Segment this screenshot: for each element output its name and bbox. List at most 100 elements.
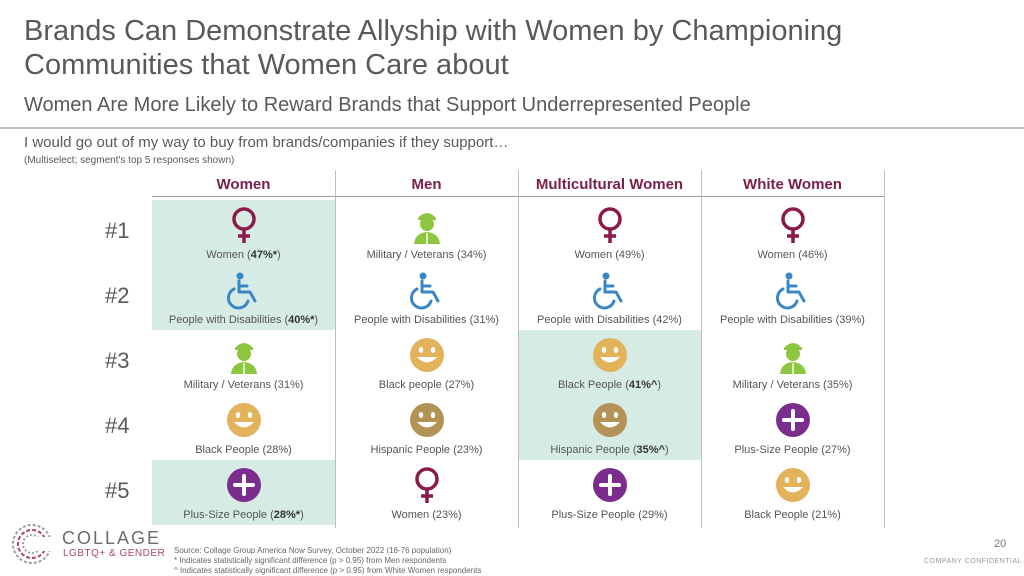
response-text: Black People (28%) — [195, 444, 292, 456]
significant-value: 41%^ — [628, 379, 658, 391]
response-text: Women ( — [206, 249, 251, 261]
response-label: Plus-Size People (28%*) — [152, 508, 335, 522]
source-line: ^ Indicates statistically significant di… — [174, 566, 482, 575]
response-text: Plus-Size People (27%) — [734, 444, 851, 456]
confidential-label: COMPANY CONFIDENTIAL — [924, 558, 1023, 565]
response-label: People with Disabilities (40%*) — [152, 313, 335, 327]
response-label: Black People (41%^) — [518, 378, 701, 392]
response-text: Black people (27%) — [378, 379, 475, 391]
response-text: Black People ( — [557, 379, 629, 391]
significant-value: 28%* — [273, 509, 301, 521]
response-cell: Women (23%) — [335, 460, 518, 525]
response-cell: Black people (27%) — [335, 330, 518, 395]
significant-value: 40%* — [288, 314, 315, 326]
rank-label: #1 — [105, 218, 130, 243]
column-header: Multicultural Women — [535, 176, 684, 193]
female-symbol-icon — [701, 206, 884, 244]
plus-icon — [518, 466, 701, 504]
column-divider — [701, 170, 702, 528]
response-text: Black People (21%) — [744, 509, 841, 521]
soldier-icon — [335, 206, 518, 244]
response-text: Women (49%) — [574, 249, 645, 261]
response-label: Women (23%) — [335, 508, 518, 522]
response-text: Hispanic People ( — [550, 444, 637, 456]
title-divider — [0, 127, 1024, 129]
response-text: Women (46%) — [757, 249, 828, 261]
response-text-end: ) — [665, 444, 669, 456]
response-text: People with Disabilities (42%) — [537, 314, 682, 326]
response-text: Military / Veterans (35%) — [732, 379, 853, 391]
response-text: Plus-Size People ( — [183, 509, 274, 521]
response-text: Military / Veterans (34%) — [366, 249, 487, 261]
response-label: People with Disabilities (31%) — [335, 313, 518, 327]
response-label: Hispanic People (35%^) — [518, 443, 701, 457]
response-cell: Women (49%) — [518, 200, 701, 265]
response-text-end: ) — [277, 249, 281, 261]
response-text: People with Disabilities ( — [168, 314, 289, 326]
response-text-end: ) — [300, 509, 304, 521]
response-label: Black people (27%) — [335, 378, 518, 392]
response-cell: People with Disabilities (42%) — [518, 265, 701, 330]
response-cell: Black People (28%) — [152, 395, 335, 460]
response-cell: Plus-Size People (27%) — [701, 395, 884, 460]
wheelchair-icon — [701, 271, 884, 310]
rank-label: #3 — [105, 348, 130, 373]
response-text: Hispanic People (23%) — [370, 444, 483, 456]
response-text: People with Disabilities (39%) — [720, 314, 865, 326]
column-divider — [884, 170, 885, 528]
response-label: Military / Veterans (31%) — [152, 378, 335, 392]
response-label: Black People (28%) — [152, 443, 335, 457]
plus-icon — [152, 466, 335, 504]
response-cell: Plus-Size People (29%) — [518, 460, 701, 525]
response-cell: People with Disabilities (40%*) — [152, 265, 335, 330]
page-title: Brands Can Demonstrate Allyship with Wom… — [24, 15, 843, 81]
significant-value: 35%^ — [636, 444, 665, 456]
response-text: People with Disabilities (31%) — [354, 314, 499, 326]
response-cell: Hispanic People (35%^) — [518, 395, 701, 460]
wheelchair-icon — [518, 271, 701, 310]
page-number: 20 — [994, 538, 1007, 550]
smiley-dark-icon — [518, 401, 701, 439]
response-cell: Hispanic People (23%) — [335, 395, 518, 460]
response-label: Black People (21%) — [701, 508, 884, 522]
smiley-light-icon — [518, 336, 701, 374]
response-label: Women (46%) — [701, 248, 884, 262]
female-symbol-icon — [335, 466, 518, 504]
response-text: Military / Veterans (31%) — [183, 379, 304, 391]
logo-wordmark: COLLAGE — [62, 528, 162, 548]
response-label: Women (47%*) — [152, 248, 335, 262]
survey-question: I would go out of my way to buy from bra… — [24, 134, 509, 151]
female-symbol-icon — [152, 206, 335, 244]
response-text-end: ) — [314, 314, 319, 326]
response-cell: People with Disabilities (39%) — [701, 265, 884, 330]
collage-logo-icon — [12, 524, 54, 564]
response-cell: Black People (21%) — [701, 460, 884, 525]
rank-label: #2 — [105, 283, 130, 308]
response-text: Women (23%) — [391, 509, 462, 521]
female-symbol-icon — [518, 206, 701, 244]
response-cell: Black People (41%^) — [518, 330, 701, 395]
source-notes: Source: Collage Group America Now Survey… — [174, 546, 481, 576]
smiley-dark-icon — [335, 401, 518, 439]
response-label: Plus-Size People (27%) — [701, 443, 884, 457]
column-header: Women — [216, 176, 271, 193]
response-label: Military / Veterans (35%) — [701, 378, 884, 392]
response-label: People with Disabilities (39%) — [701, 313, 884, 327]
response-label: Women (49%) — [518, 248, 701, 262]
response-cell: Women (47%*) — [152, 200, 335, 265]
column-header: Men — [411, 176, 442, 193]
smiley-light-icon — [701, 466, 884, 504]
wheelchair-icon — [152, 271, 335, 310]
survey-note: (Multiselect; segment's top 5 responses … — [24, 155, 235, 166]
response-cell: Military / Veterans (34%) — [335, 200, 518, 265]
smiley-light-icon — [152, 401, 335, 439]
soldier-icon — [152, 336, 335, 374]
source-line: Source: Collage Group America Now Survey… — [174, 546, 452, 555]
soldier-icon — [701, 336, 884, 374]
rank-label: #4 — [105, 413, 130, 438]
column-divider — [335, 170, 336, 528]
wheelchair-icon — [335, 271, 518, 310]
smiley-light-icon — [335, 336, 518, 374]
column-divider — [518, 170, 519, 528]
response-cell: Military / Veterans (35%) — [701, 330, 884, 395]
